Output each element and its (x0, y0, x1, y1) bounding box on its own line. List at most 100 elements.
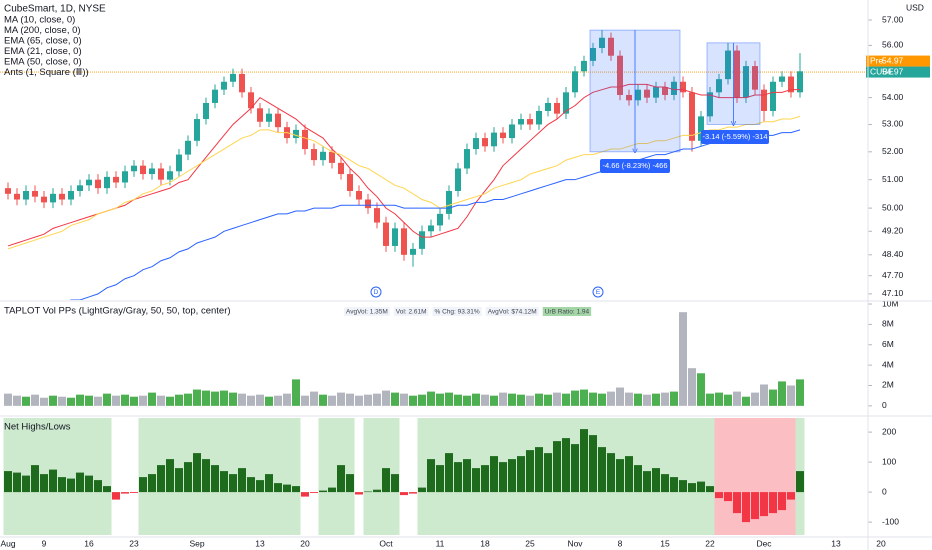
bar (553, 441, 561, 493)
candle-body (635, 89, 641, 101)
bar (346, 474, 354, 493)
bar (472, 393, 480, 406)
bar (157, 395, 165, 406)
y-tick-label: 200 (882, 426, 896, 436)
bar (634, 393, 642, 406)
moving-average-line (7, 83, 800, 247)
bar (76, 394, 84, 406)
candle-body (122, 171, 128, 183)
bar (130, 396, 138, 406)
candle-body (59, 193, 65, 200)
bar (526, 395, 534, 406)
bar (445, 392, 453, 406)
candle-body (302, 129, 308, 150)
bar (328, 487, 336, 493)
candle-body (419, 231, 425, 249)
x-tick-label: Dec (756, 538, 772, 548)
x-tick-label: 16 (84, 538, 94, 548)
bar (85, 395, 93, 406)
candle-body (212, 89, 218, 103)
x-tick-label: 8 (618, 538, 623, 548)
bar (481, 394, 489, 406)
bar (31, 394, 39, 406)
bar (724, 394, 732, 406)
candle-body (536, 110, 542, 125)
bar (292, 379, 300, 406)
bar (400, 492, 408, 496)
bar (256, 480, 264, 493)
candle-body (131, 165, 137, 172)
candle-body (203, 102, 209, 120)
bar (652, 393, 660, 406)
bar (499, 462, 507, 493)
x-tick-label: Oct (379, 538, 393, 548)
bar (85, 475, 93, 493)
bar (697, 481, 705, 493)
y-tick-label: 53.00 (882, 119, 904, 129)
candle-body (527, 119, 533, 125)
bar (202, 390, 210, 406)
bar (436, 393, 444, 406)
bar (679, 480, 687, 493)
x-tick-label: Sep (189, 538, 204, 548)
bar (625, 456, 633, 493)
candle-body (797, 71, 803, 93)
y-tick-label: 50.00 (882, 202, 904, 212)
bar (94, 480, 102, 493)
bar (139, 395, 147, 406)
stat-chip: UrB Ratio: 1.94 (545, 309, 590, 316)
stat-chip: % Chg: 93.31% (435, 309, 480, 316)
candle-body (500, 132, 506, 139)
y-tick-label: 51.00 (882, 174, 904, 184)
bar (490, 395, 498, 406)
bar (193, 389, 201, 406)
price-tag-value: 54.97 (882, 55, 904, 65)
bar (382, 390, 390, 406)
bar (346, 393, 354, 406)
bar (13, 472, 21, 493)
candle-body (698, 116, 704, 141)
bar (193, 453, 201, 493)
candle-body (383, 222, 389, 246)
bar (598, 393, 606, 406)
candle-body (374, 208, 380, 223)
legend-entry: Ants (1, Square (Ⅲ)) (4, 67, 89, 78)
bar (589, 392, 597, 406)
candle-body (356, 190, 362, 200)
candle-body (68, 190, 74, 200)
bar (391, 474, 399, 493)
candle-body (725, 50, 731, 80)
bar (571, 390, 579, 406)
bar (472, 468, 480, 493)
stat-chip-bg (393, 307, 429, 316)
bar (238, 393, 246, 406)
bar (715, 492, 723, 499)
price-tag-value: 54.97 (882, 66, 904, 76)
event-marker (370, 286, 382, 298)
candle-body (599, 37, 605, 48)
bar (760, 492, 768, 517)
bar (427, 391, 435, 406)
bar (643, 471, 651, 493)
candle-body (428, 225, 434, 232)
legend-entry: MA (200, close, 0) (4, 25, 81, 36)
bar (319, 394, 327, 406)
bar (409, 492, 417, 494)
currency-label: USD (906, 2, 924, 12)
x-tick-label: Aug (0, 538, 15, 548)
measure-label: -4.66 (-8.23%) -466 (602, 161, 667, 170)
candle-body (509, 124, 515, 139)
x-tick-label: 15 (660, 538, 670, 548)
bar (778, 381, 786, 406)
y-tick-label: 0 (882, 486, 887, 496)
bar (4, 393, 12, 406)
bar (535, 447, 543, 493)
candle-body (437, 213, 443, 226)
stat-chip-bg (432, 307, 482, 316)
bar (796, 379, 804, 406)
candle-body (671, 81, 677, 95)
bar (247, 395, 255, 406)
bar (265, 396, 273, 406)
bar (607, 453, 615, 493)
